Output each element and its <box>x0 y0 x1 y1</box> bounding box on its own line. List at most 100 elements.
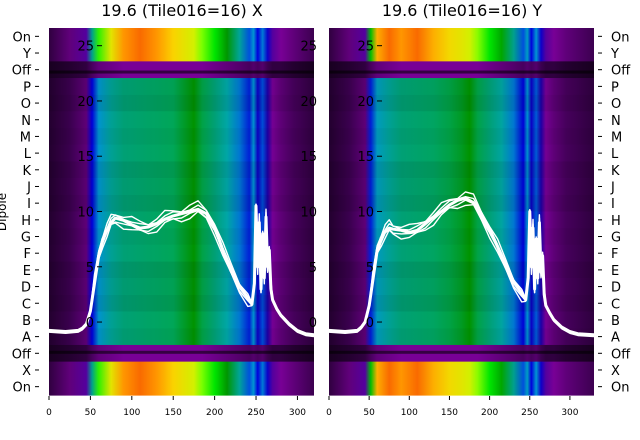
row-label: G <box>21 231 31 246</box>
y-tick-label: 25 <box>300 40 317 55</box>
row-label: D <box>21 281 31 296</box>
row-label: Y <box>22 47 31 62</box>
row-label: G <box>611 231 621 246</box>
y-axis-label: Dipole <box>0 193 9 231</box>
y-tick-label: 0 <box>309 316 317 331</box>
heatmap-row-shade <box>329 178 594 195</box>
y-tick-label: 0 <box>366 316 374 331</box>
x-ticks: 0 50 100 150 200 250 300 <box>46 396 306 418</box>
heatmap-row <box>329 111 594 129</box>
x-tick-label: 200 <box>206 408 223 418</box>
row-label: H <box>21 214 31 229</box>
row-label: J <box>610 180 615 195</box>
heatmap-row <box>329 161 594 179</box>
row-label: C <box>611 297 620 312</box>
heatmap-row <box>49 361 314 379</box>
row-label: I <box>27 197 31 212</box>
curve-series <box>328 191 595 338</box>
x-tick-label: 300 <box>561 408 578 418</box>
curve-series <box>48 200 315 338</box>
heatmap-row-shade <box>49 161 314 179</box>
heatmap-row <box>329 211 594 229</box>
heatmap-row <box>49 228 314 246</box>
heatmap-row-shade <box>49 261 314 279</box>
right-panel-title: 19.6 (Tile016=16) Y <box>382 1 543 20</box>
heatmap-row-shade <box>49 111 314 128</box>
heatmap-row <box>49 144 314 163</box>
y-tick-label: 15 <box>77 150 94 165</box>
heatmap-row <box>49 378 314 396</box>
x-tick-label: 250 <box>247 408 264 418</box>
row-label: C <box>22 297 31 312</box>
heatmap-row <box>49 178 314 196</box>
row-label: Off <box>611 347 631 362</box>
heatmap-row-shade <box>329 94 594 112</box>
x-tick-label: 150 <box>165 408 182 418</box>
y-tick-label: 0 <box>86 316 94 331</box>
heatmap-row-shade <box>329 128 594 145</box>
heatmap-row-shade <box>329 328 594 345</box>
row-label: N <box>21 114 31 129</box>
row-label: L <box>611 147 619 162</box>
x-tick-label: 100 <box>401 408 418 418</box>
heatmap-row <box>49 128 314 146</box>
y-tick-label: 10 <box>300 206 317 221</box>
y-tick-label: 10 <box>357 206 374 221</box>
heatmap-row <box>49 311 314 329</box>
left-panel-title: 19.6 (Tile016=16) X <box>101 1 263 20</box>
heatmap-row-shade <box>49 178 314 195</box>
heatmap-row <box>49 111 314 129</box>
row-label: Y <box>610 47 619 62</box>
heatmap-row <box>49 44 314 62</box>
row-label: E <box>23 264 31 279</box>
row-label: On <box>611 30 629 45</box>
heatmap-row <box>49 328 314 346</box>
row-label: On <box>611 381 629 396</box>
x-tick-label: 250 <box>521 408 538 418</box>
heatmap-row-shade <box>49 228 314 245</box>
heatmap-row-shade <box>49 128 314 145</box>
heatmap-row-shade <box>49 245 314 262</box>
heatmap-row <box>49 278 314 296</box>
y-tick-label: 25 <box>77 40 94 55</box>
heatmap-row <box>49 161 314 179</box>
row-label: Off <box>12 347 32 362</box>
y-ticks-right: 0 5 10 15 20 25 <box>300 40 317 331</box>
row-label: M <box>20 130 31 145</box>
heatmap-row <box>49 61 314 79</box>
heatmap-row <box>329 194 594 213</box>
heatmap-row-shade <box>49 78 314 95</box>
x-tick-label: 0 <box>326 408 332 418</box>
band-separator <box>49 350 314 354</box>
heatmap-row <box>329 378 594 396</box>
band-separator <box>329 70 594 74</box>
heatmap-row-shade <box>329 228 594 245</box>
heatmap-row-shade <box>49 194 314 212</box>
row-label: On <box>13 30 31 45</box>
y-tick-label: 15 <box>357 150 374 165</box>
row-label: On <box>13 381 31 396</box>
heatmap-row-shade <box>329 278 594 295</box>
row-label: N <box>611 114 621 129</box>
x-tick-label: 150 <box>441 408 458 418</box>
row-label: F <box>24 247 31 262</box>
heatmap-row <box>49 261 314 279</box>
x-tick-label: 50 <box>363 408 375 418</box>
y-ticks: 0 5 10 15 20 25 <box>357 40 382 331</box>
heatmap-row <box>329 94 594 113</box>
heatmap-row <box>49 78 314 96</box>
row-label: H <box>611 214 621 229</box>
row-label: L <box>24 147 32 162</box>
x-tick-label: 200 <box>481 408 498 418</box>
row-label: A <box>22 331 31 346</box>
row-label: X <box>611 364 620 379</box>
curve-line <box>48 200 315 335</box>
x-tick-label: 50 <box>85 408 97 418</box>
row-label: D <box>611 281 621 296</box>
heatmap-row-shade <box>49 328 314 345</box>
heatmap-row <box>329 61 594 79</box>
